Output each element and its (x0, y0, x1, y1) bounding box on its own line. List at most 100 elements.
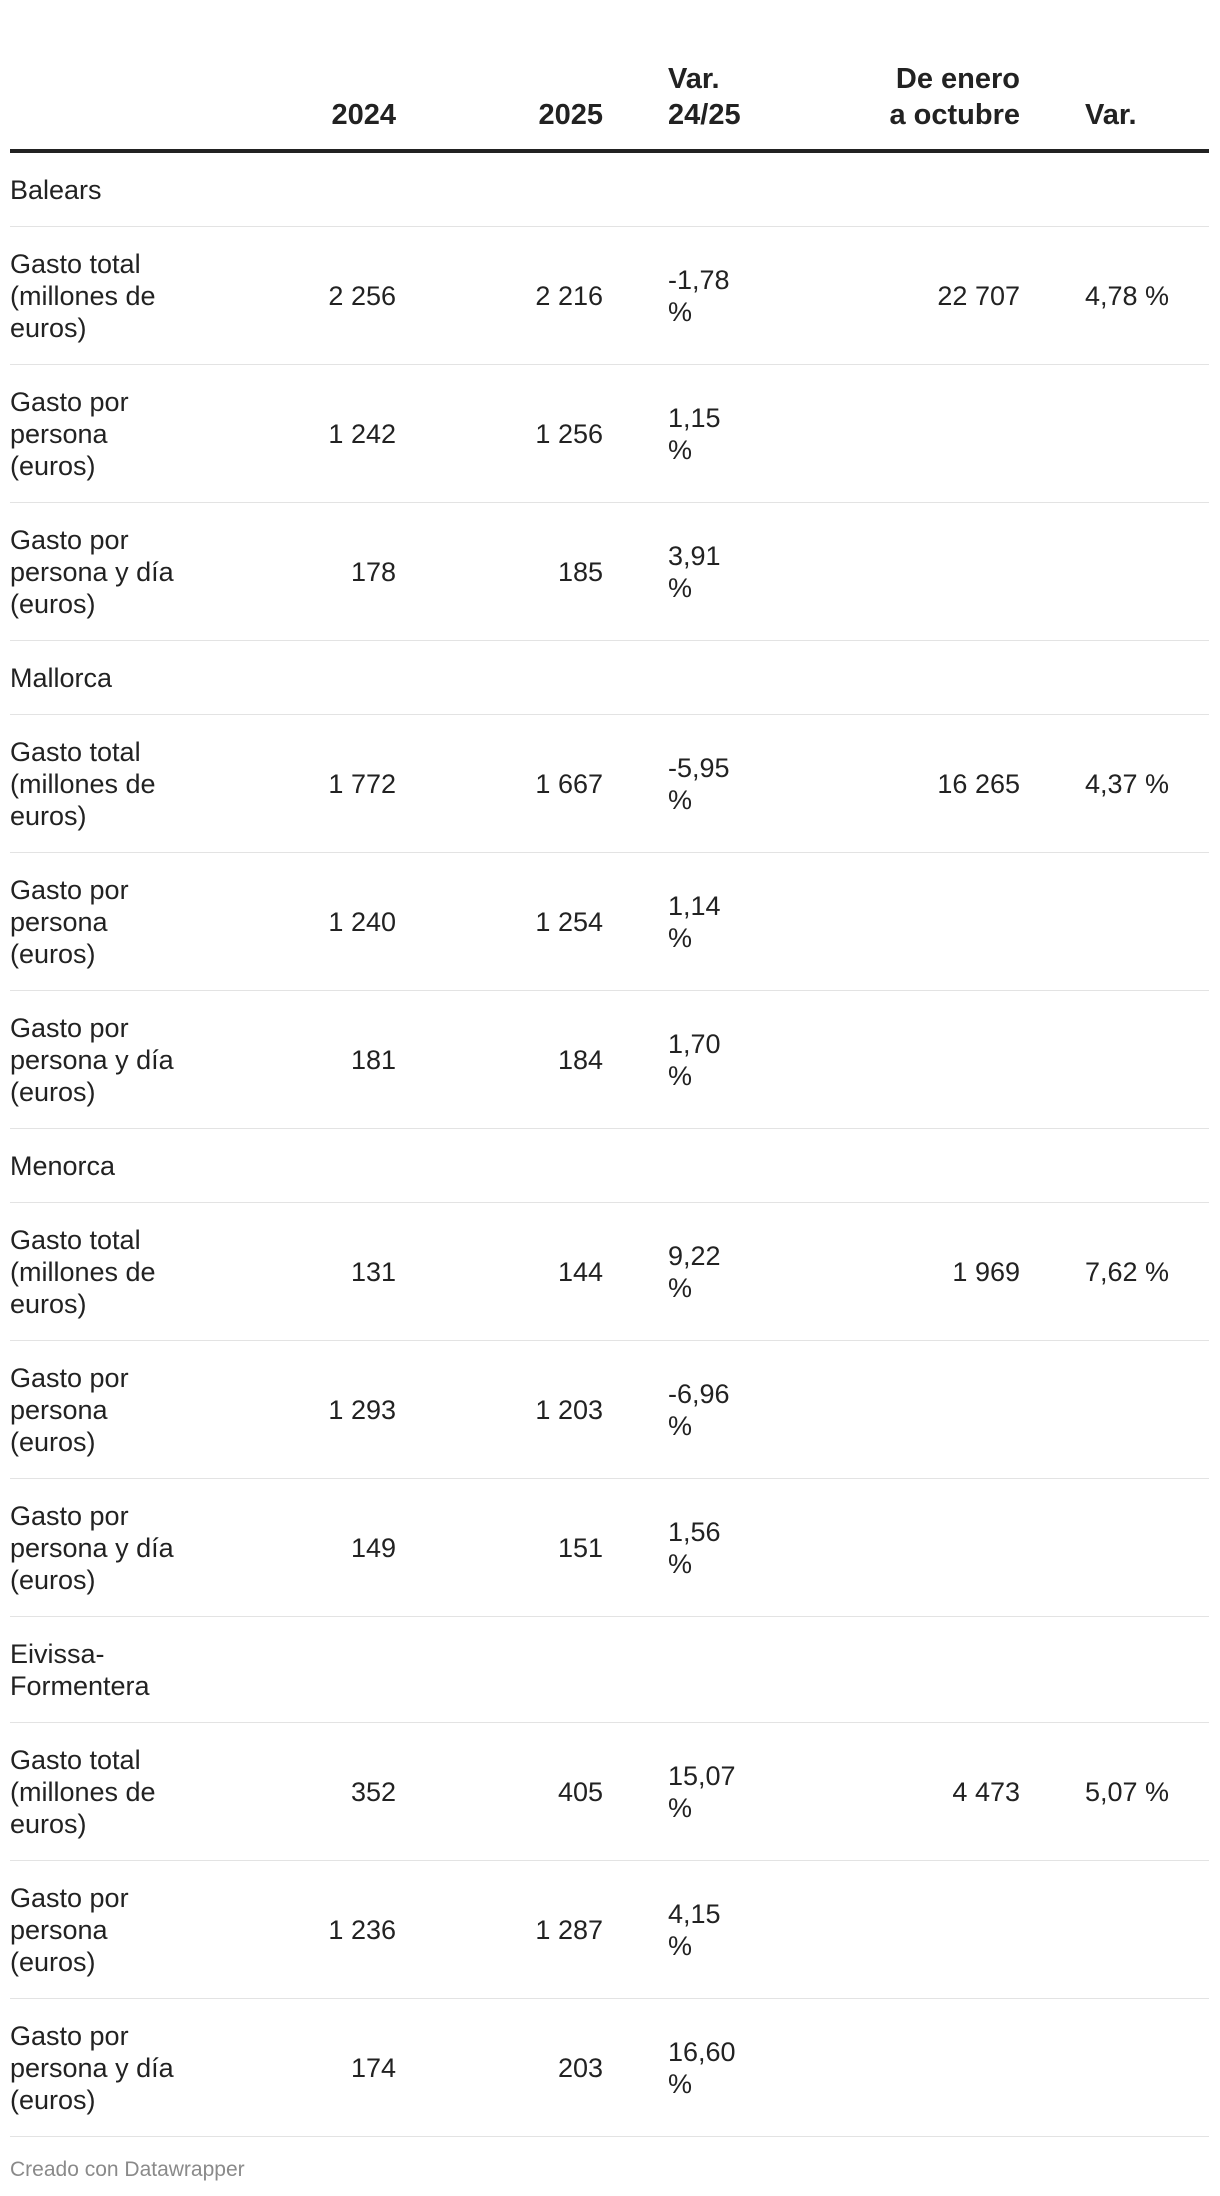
cell-var-24-25: 16,60 % (603, 1998, 736, 2137)
cell-2024: 2 256 (190, 226, 396, 365)
header-cell-ytd-var: Var. (1020, 0, 1209, 153)
cell-var-24-25: 15,07 % (603, 1722, 736, 1861)
cell-2024: 1 236 (190, 1860, 396, 1999)
cell-ytd-var (1020, 1340, 1209, 1479)
group-title: Balears (10, 174, 102, 205)
row-label-cell: Gasto por persona (euros) (10, 852, 190, 991)
cell-2025: 1 256 (396, 364, 603, 503)
table-row: Gasto total (millones de euros) 1 772 1 66… (10, 714, 1209, 853)
cell-var-24-25: -6,96 % (603, 1340, 730, 1479)
cell-2025: 405 (396, 1722, 603, 1861)
header-row: 2024 2025 Var. 24/25 De enero a octubre Va… (10, 0, 1209, 153)
cell-var-24-25: 4,15 % (603, 1860, 721, 1999)
group-title: Mallorca (10, 662, 113, 693)
table-row: Gasto total (millones de euros) 352 405 15,… (10, 1722, 1209, 1861)
cell-ytd: 22 707 (703, 226, 1020, 365)
cell-2024: 352 (190, 1722, 396, 1861)
cell-2024: 178 (190, 502, 396, 641)
cell-var-24-25: 1,15 % (603, 364, 721, 503)
table-row: Gasto total (millones de euros) 2 256 2 21… (10, 226, 1209, 365)
row-label-cell: Gasto total (millones de euros) (10, 714, 190, 853)
row-label-cell: Gasto total (millones de euros) (10, 226, 190, 365)
row-label-cell: Gasto por persona y día (euros) (10, 502, 190, 641)
cell-2025: 2 216 (396, 226, 603, 365)
cell-2024: 181 (190, 990, 396, 1129)
group-row: Balears (10, 151, 1209, 227)
cell-ytd-var (1020, 364, 1209, 503)
table-row: Gasto por persona y día (euros) 149 151 1,5… (10, 1478, 1209, 1617)
table-body: Balears Gasto total (millones de euros) 2 … (10, 151, 1209, 2137)
cell-2025: 1 203 (396, 1340, 603, 1479)
cell-var-24-25: 3,91 % (603, 502, 721, 641)
cell-2025: 144 (396, 1202, 603, 1341)
table-row: Gasto por persona (euros) 1 293 1 203 -6,96… (10, 1340, 1209, 1479)
header-cell-ytd: De enero a octubre (703, 0, 1020, 153)
table-container: 2024 2025 Var. 24/25 De enero a octubre Va… (10, 0, 1209, 2137)
group-row: Menorca (10, 1128, 1209, 1203)
cell-2025: 185 (396, 502, 603, 641)
group-title: Eivissa-Formentera (10, 1638, 150, 1701)
cell-var-24-25: 1,70 % (603, 990, 721, 1129)
cell-ytd-var: 4,78 % (1020, 226, 1209, 365)
cell-2025: 203 (396, 1998, 603, 2137)
cell-ytd-var (1020, 1478, 1209, 1617)
cell-ytd-var (1020, 1998, 1209, 2137)
cell-ytd-var: 5,07 % (1020, 1722, 1209, 1861)
table-row: Gasto total (millones de euros) 131 144 9,2… (10, 1202, 1209, 1341)
header-cell-label (10, 0, 190, 153)
cell-var-24-25: 1,56 % (603, 1478, 721, 1617)
cell-ytd: 4 473 (703, 1722, 1020, 1861)
cell-2024: 1 293 (190, 1340, 396, 1479)
row-label-cell: Gasto por persona (euros) (10, 1340, 190, 1479)
group-title: Menorca (10, 1150, 116, 1181)
header-cell-2025: 2025 (396, 0, 603, 153)
row-label-cell: Gasto por persona (euros) (10, 1860, 190, 1999)
row-label-cell: Gasto por persona (euros) (10, 364, 190, 503)
table-row: Gasto por persona (euros) 1 240 1 254 1,14 … (10, 852, 1209, 991)
header-cell-2024: 2024 (190, 0, 396, 153)
group-row: Mallorca (10, 640, 1209, 715)
cell-2025: 1 254 (396, 852, 603, 991)
row-label-cell: Gasto por persona y día (euros) (10, 1478, 190, 1617)
table-row: Gasto por persona y día (euros) 174 203 16,… (10, 1998, 1209, 2137)
data-table: 2024 2025 Var. 24/25 De enero a octubre Va… (10, 0, 1209, 2137)
cell-2024: 131 (190, 1202, 396, 1341)
cell-2024: 1 242 (190, 364, 396, 503)
cell-ytd (703, 1340, 1020, 1479)
cell-ytd: 16 265 (703, 714, 1020, 853)
cell-var-24-25: -1,78 % (603, 226, 730, 365)
table-row: Gasto por persona y día (euros) 178 185 3,9… (10, 502, 1209, 641)
credit-text: Creado con Datawrapper (10, 2158, 245, 2181)
cell-ytd (703, 1478, 1020, 1617)
cell-var-24-25: 9,22 % (603, 1202, 721, 1341)
table-row: Gasto por persona y día (euros) 181 184 1,7… (10, 990, 1209, 1129)
cell-var-24-25: 1,14 % (603, 852, 721, 991)
group-row: Eivissa-Formentera (10, 1616, 1209, 1723)
cell-var-24-25: -5,95 % (603, 714, 730, 853)
cell-2025: 184 (396, 990, 603, 1129)
cell-ytd-var (1020, 990, 1209, 1129)
cell-ytd-var: 4,37 % (1020, 714, 1209, 853)
cell-2024: 1 772 (190, 714, 396, 853)
cell-2025: 1 667 (396, 714, 603, 853)
row-label-cell: Gasto por persona y día (euros) (10, 1998, 190, 2137)
cell-ytd-var (1020, 852, 1209, 991)
cell-ytd-var (1020, 1860, 1209, 1999)
cell-ytd-var: 7,62 % (1020, 1202, 1209, 1341)
cell-ytd-var (1020, 502, 1209, 641)
cell-2025: 151 (396, 1478, 603, 1617)
table-row: Gasto por persona (euros) 1 236 1 287 4,15 … (10, 1860, 1209, 1999)
cell-2025: 1 287 (396, 1860, 603, 1999)
cell-ytd (703, 502, 1020, 641)
cell-2024: 149 (190, 1478, 396, 1617)
cell-2024: 1 240 (190, 852, 396, 991)
cell-ytd (703, 852, 1020, 991)
cell-2024: 174 (190, 1998, 396, 2137)
row-label-cell: Gasto total (millones de euros) (10, 1722, 190, 1861)
row-label-cell: Gasto total (millones de euros) (10, 1202, 190, 1341)
cell-ytd (703, 364, 1020, 503)
header-cell-var-24-25: Var. 24/25 (603, 0, 741, 153)
row-label-cell: Gasto por persona y día (euros) (10, 990, 190, 1129)
cell-ytd (703, 1998, 1020, 2137)
cell-ytd (703, 1860, 1020, 1999)
